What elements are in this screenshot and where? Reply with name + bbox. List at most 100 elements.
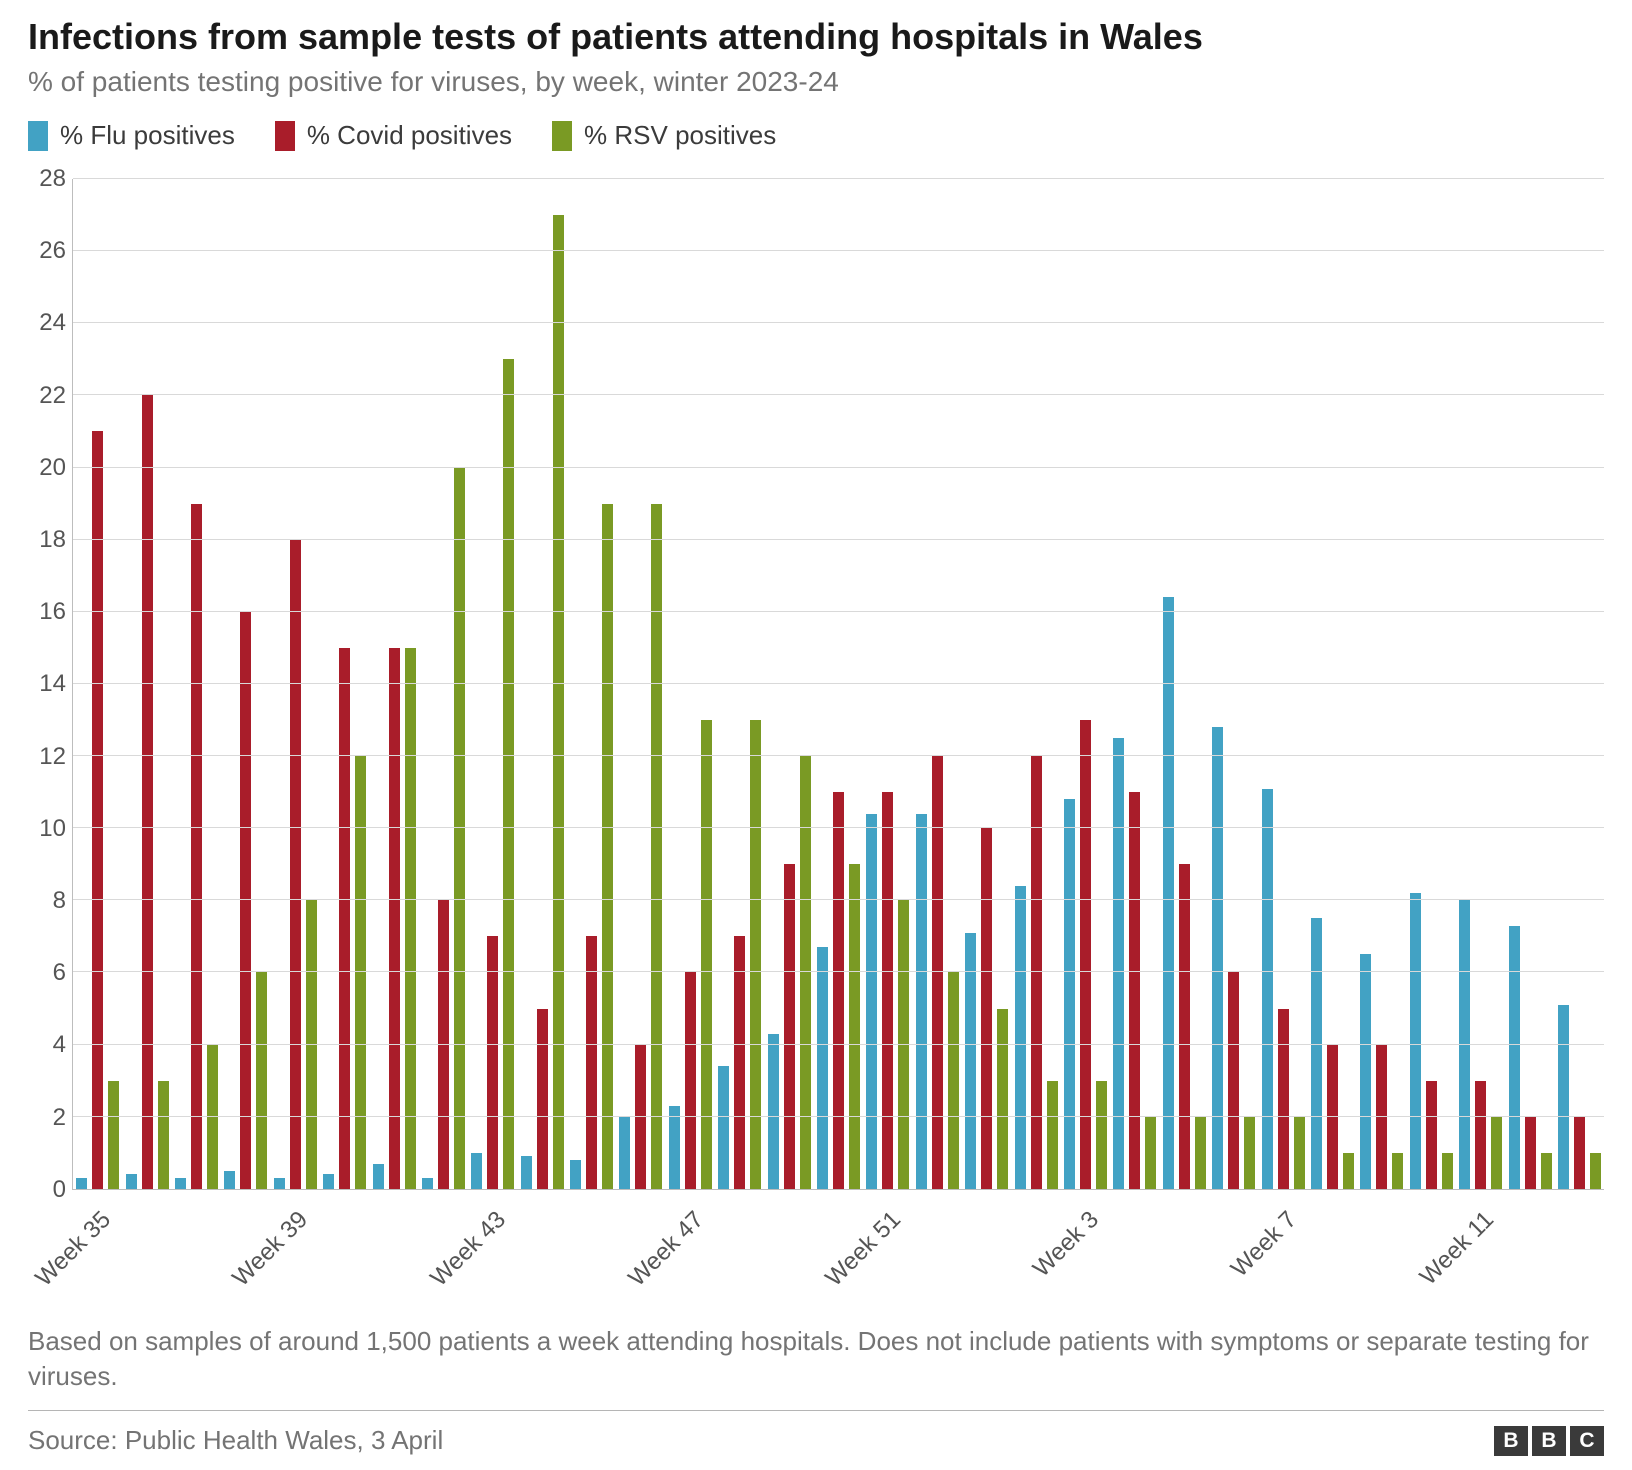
- bar: [750, 720, 761, 1189]
- bar: [997, 1009, 1008, 1189]
- bar: [1244, 1117, 1255, 1189]
- bar-group: [1160, 179, 1209, 1189]
- bar: [537, 1009, 548, 1189]
- bar: [849, 864, 860, 1189]
- bar: [1426, 1081, 1437, 1189]
- y-tick-label: 20: [39, 454, 66, 482]
- bar-group: [1505, 179, 1554, 1189]
- x-tick-label: Week 7: [1226, 1206, 1303, 1283]
- bar-group: [567, 179, 616, 1189]
- bar-group: [913, 179, 962, 1189]
- bar-group: [1407, 179, 1456, 1189]
- bar: [503, 359, 514, 1188]
- legend: % Flu positives % Covid positives % RSV po…: [28, 120, 1604, 151]
- bar: [1590, 1153, 1601, 1189]
- chart-subtitle: % of patients testing positive for virus…: [28, 66, 1604, 98]
- bar: [651, 504, 662, 1189]
- bar-group: [122, 179, 171, 1189]
- bar-group: [1357, 179, 1406, 1189]
- gridline: [73, 683, 1604, 684]
- gridline: [73, 467, 1604, 468]
- bar: [1145, 1117, 1156, 1189]
- bar: [1376, 1045, 1387, 1189]
- bar: [1195, 1117, 1206, 1189]
- x-tick-label: Week 43: [425, 1206, 511, 1292]
- bar: [866, 814, 877, 1189]
- chart-title: Infections from sample tests of patients…: [28, 16, 1604, 58]
- y-axis: 0246810121416182022242628: [28, 179, 72, 1190]
- bar: [108, 1081, 119, 1189]
- bar: [471, 1153, 482, 1189]
- bars-area: [73, 179, 1604, 1189]
- bar: [274, 1178, 285, 1189]
- gridline: [73, 539, 1604, 540]
- y-tick-label: 12: [39, 743, 66, 771]
- bar: [1343, 1153, 1354, 1189]
- gridline: [73, 899, 1604, 900]
- bar: [339, 648, 350, 1189]
- gridline: [73, 322, 1604, 323]
- legend-item: % RSV positives: [552, 120, 776, 151]
- bar-group: [1209, 179, 1258, 1189]
- bar: [521, 1156, 532, 1188]
- bar-group: [518, 179, 567, 1189]
- bar: [1509, 926, 1520, 1189]
- bar: [1541, 1153, 1552, 1189]
- bar: [1525, 1117, 1536, 1189]
- y-tick-label: 24: [39, 309, 66, 337]
- gridline: [73, 755, 1604, 756]
- bar: [718, 1066, 729, 1189]
- bar: [1574, 1117, 1585, 1189]
- bar: [1129, 792, 1140, 1189]
- bar: [158, 1081, 169, 1189]
- bar-group: [221, 179, 270, 1189]
- bar-group: [468, 179, 517, 1189]
- legend-swatch: [28, 121, 48, 151]
- bar: [323, 1174, 334, 1188]
- bar: [389, 648, 400, 1189]
- bar: [1212, 727, 1223, 1189]
- bar: [1442, 1153, 1453, 1189]
- bar: [1491, 1117, 1502, 1189]
- bar: [586, 936, 597, 1188]
- source-text: Source: Public Health Wales, 3 April: [28, 1425, 443, 1456]
- y-tick-label: 0: [53, 1176, 66, 1204]
- bar: [1392, 1153, 1403, 1189]
- bar: [224, 1171, 235, 1189]
- bar-group: [369, 179, 418, 1189]
- bar-group: [320, 179, 369, 1189]
- y-tick-label: 28: [39, 165, 66, 193]
- x-tick-label: Week 39: [228, 1206, 314, 1292]
- bar: [669, 1106, 680, 1189]
- bar-group: [1555, 179, 1604, 1189]
- bar: [240, 612, 251, 1189]
- gridline: [73, 1116, 1604, 1117]
- bbc-logo: BBC: [1494, 1426, 1604, 1456]
- bar: [1179, 864, 1190, 1189]
- bar: [422, 1178, 433, 1189]
- bbc-block: C: [1570, 1426, 1604, 1456]
- gridline: [73, 178, 1604, 179]
- bar: [1360, 954, 1371, 1188]
- bar: [1113, 738, 1124, 1189]
- legend-item: % Covid positives: [275, 120, 512, 151]
- legend-swatch: [275, 121, 295, 151]
- bar: [76, 1178, 87, 1189]
- bar: [126, 1174, 137, 1188]
- bar: [191, 504, 202, 1189]
- legend-item: % Flu positives: [28, 120, 235, 151]
- bar: [916, 814, 927, 1189]
- chart-footnote: Based on samples of around 1,500 patient…: [28, 1324, 1604, 1394]
- bar: [1047, 1081, 1058, 1189]
- bar: [768, 1034, 779, 1189]
- bar-group: [1011, 179, 1060, 1189]
- bar: [1163, 597, 1174, 1188]
- y-tick-label: 16: [39, 598, 66, 626]
- bar: [734, 936, 745, 1188]
- legend-label: % Flu positives: [60, 120, 235, 151]
- y-tick-label: 10: [39, 815, 66, 843]
- gridline: [73, 1044, 1604, 1045]
- legend-label: % Covid positives: [307, 120, 512, 151]
- bar-group: [764, 179, 813, 1189]
- y-tick-label: 22: [39, 382, 66, 410]
